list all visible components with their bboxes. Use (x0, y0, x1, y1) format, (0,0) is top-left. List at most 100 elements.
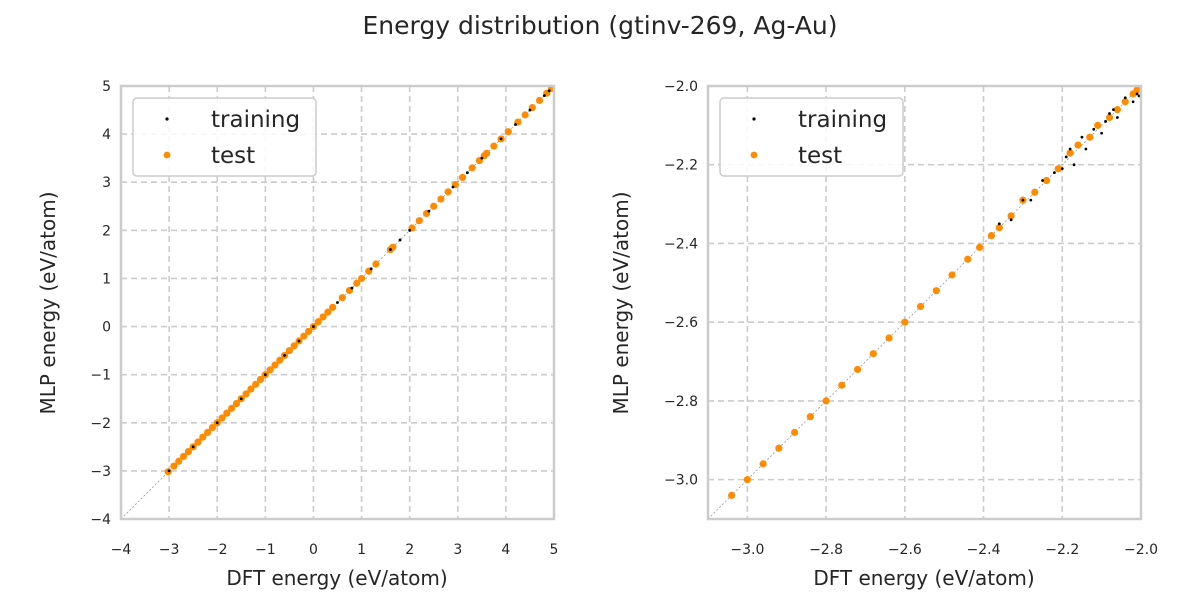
right-training-point (1084, 147, 1088, 151)
left-test-point (483, 149, 491, 157)
left-test-point (521, 111, 529, 119)
left-scatter-plot: −4 −3 −2 −1 0 1 2 3 4 5 −4 −3 −2 −1 0 1 2 3 4 5 training test (90, 79, 558, 558)
left-training-point (528, 108, 532, 112)
left-x-tick-label: −1 (255, 542, 276, 558)
left-test-point (276, 356, 284, 364)
left-test-point (504, 128, 512, 136)
left-x-tick-label: 1 (357, 542, 366, 558)
left-test-point (437, 195, 445, 203)
left-test-point (324, 308, 332, 316)
left-training-point (336, 301, 339, 304)
right-test-point (1086, 133, 1094, 141)
right-test-point (838, 381, 846, 389)
left-training-point (389, 248, 392, 251)
left-test-point (266, 366, 274, 374)
right-x-tick-label: −3.0 (730, 542, 764, 558)
right-training-point (1060, 167, 1064, 171)
left-test-point (179, 452, 188, 461)
left-test-point (314, 318, 322, 326)
left-test-point (535, 96, 544, 105)
left-test-point (223, 409, 231, 417)
left-training-point (167, 469, 171, 473)
right-test-point (869, 350, 877, 358)
left-legend-label-test: test (211, 143, 255, 169)
left-x-axis-label: DFT energy (eV/atom) (226, 566, 447, 590)
right-x-tick-label: −2.4 (967, 542, 1001, 558)
left-training-point (398, 238, 402, 242)
left-test-point (199, 433, 207, 441)
right-y-axis-label: MLP energy (eV/atom) (609, 191, 633, 414)
left-test-point (252, 380, 260, 388)
right-training-point (1100, 131, 1104, 135)
left-test-point (300, 332, 308, 340)
right-training-point (1072, 163, 1076, 167)
left-test-point (338, 294, 346, 302)
figure-title: Energy distribution (gtinv-269, Ag-Au) (363, 11, 838, 40)
left-training-point (408, 228, 412, 232)
right-test-point (853, 365, 862, 374)
right-training-point (1080, 135, 1084, 139)
left-test-point (170, 462, 178, 470)
right-test-point (1074, 141, 1082, 149)
right-training-point (1104, 120, 1107, 123)
left-x-tick-label: −4 (111, 542, 132, 558)
left-test-point (285, 347, 293, 355)
left-test-point (247, 385, 255, 393)
right-legend-box (719, 97, 904, 177)
left-y-axis-label: MLP energy (eV/atom) (36, 191, 60, 414)
right-test-point (791, 428, 799, 436)
right-training-point (1137, 94, 1141, 98)
right-test-point (885, 334, 893, 342)
right-training-point (1092, 127, 1096, 131)
right-test-point (743, 476, 751, 484)
left-test-point (415, 217, 423, 225)
right-training-point (1123, 96, 1127, 100)
right-training-point (1112, 108, 1115, 112)
left-training-point (427, 209, 431, 213)
left-x-tick-label: 4 (501, 542, 510, 558)
right-training-point (1115, 116, 1119, 119)
left-test-point (204, 428, 212, 436)
left-test-point (372, 260, 380, 268)
right-legend-marker-training (752, 117, 756, 121)
right-test-point (1121, 98, 1129, 106)
left-test-point (305, 327, 313, 335)
right-training-point (1108, 112, 1111, 115)
left-y-tick-label: 3 (102, 175, 111, 191)
left-y-tick-label: −3 (90, 464, 111, 480)
left-test-point (232, 399, 241, 408)
right-test-point (728, 491, 736, 499)
right-y-tick-label: −2.8 (664, 394, 698, 410)
right-training-point (1053, 171, 1056, 175)
right-legend: training test (719, 97, 904, 177)
left-y-tick-label: 0 (102, 320, 111, 336)
left-test-point (468, 164, 476, 172)
left-test-point (175, 457, 183, 465)
left-y-tick-label: 5 (102, 79, 111, 95)
right-test-point (932, 287, 940, 295)
right-axes-frame (706, 84, 1143, 521)
right-legend-label-training: training (798, 107, 887, 133)
left-training-point (499, 137, 503, 141)
left-test-point (290, 342, 298, 350)
left-legend-label-training: training (211, 107, 300, 133)
left-x-tick-label: 5 (550, 542, 559, 558)
left-axes-frame (119, 84, 556, 521)
right-y-tick-label: −3.0 (664, 473, 698, 489)
left-training-point (239, 397, 243, 401)
right-training-point (1068, 147, 1072, 151)
right-test-point (1105, 113, 1114, 122)
left-training-point (312, 325, 315, 328)
left-test-point (490, 142, 498, 150)
left-x-tick-label: 3 (453, 542, 462, 558)
left-test-point (271, 361, 279, 369)
right-test-point (806, 413, 814, 421)
left-training-point (191, 445, 195, 449)
left-x-tick-label: −2 (207, 542, 228, 558)
left-test-point (357, 274, 366, 283)
right-test-point (1007, 212, 1015, 220)
left-test-point (184, 448, 192, 456)
left-test-point (319, 313, 327, 321)
left-legend-box (132, 97, 317, 177)
left-x-tick-label: 0 (309, 542, 318, 558)
